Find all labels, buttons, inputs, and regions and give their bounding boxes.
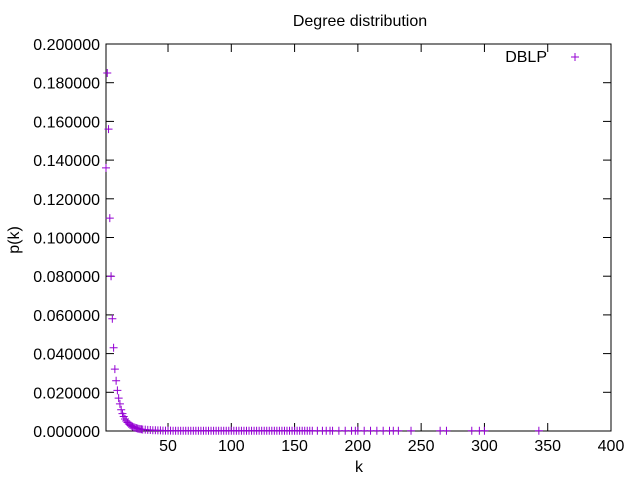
legend: DBLP <box>505 49 579 66</box>
data-point <box>103 69 112 78</box>
data-point <box>480 426 489 435</box>
plot-area-frame <box>105 43 612 432</box>
legend-plus-marker <box>571 53 579 61</box>
y-tick-label: 0.100000 <box>33 231 100 248</box>
x-tick-label: 150 <box>281 438 308 455</box>
x-axis-ticks: 50 100 150 200 250 300 350 400 <box>159 44 624 455</box>
y-tick-label: 0.140000 <box>33 153 100 170</box>
y-tick-label: 0.000000 <box>33 424 100 441</box>
chart-title: Degree distribution <box>293 13 427 30</box>
data-point <box>113 386 122 395</box>
x-tick-label: 350 <box>534 438 561 455</box>
x-tick-label: 50 <box>159 438 177 455</box>
data-point <box>104 125 113 134</box>
data-point <box>108 314 117 323</box>
y-tick-label: 0.060000 <box>33 308 100 325</box>
y-tick-label: 0.020000 <box>33 385 100 402</box>
legend-label-dblp: DBLP <box>505 49 547 66</box>
data-point <box>467 426 476 435</box>
data-point <box>442 426 451 435</box>
data-point <box>407 426 416 435</box>
x-tick-label: 200 <box>345 438 372 455</box>
data-point <box>107 272 116 281</box>
data-point <box>105 214 114 223</box>
y-axis-label: p(k) <box>6 226 23 254</box>
y-tick-label: 0.160000 <box>33 114 100 131</box>
data-point <box>109 343 118 352</box>
x-tick-label: 100 <box>218 438 245 455</box>
x-tick-label: 400 <box>598 438 625 455</box>
legend-marker-dblp <box>571 53 579 61</box>
data-point <box>117 405 126 414</box>
y-tick-label: 0.040000 <box>33 347 100 364</box>
y-tick-label: 0.200000 <box>33 37 100 54</box>
y-tick-label: 0.120000 <box>33 192 100 209</box>
data-point <box>394 426 403 435</box>
y-tick-label: 0.080000 <box>33 269 100 286</box>
data-point <box>102 163 110 172</box>
y-axis-ticks: 0.000000 0.020000 0.040000 0.060000 0.080000… <box>33 37 611 441</box>
data-point <box>114 394 123 403</box>
data-point <box>115 399 124 408</box>
y-tick-label: 0.180000 <box>33 76 100 93</box>
data-point <box>534 426 543 435</box>
data-point <box>112 376 121 385</box>
data-points-dblp <box>102 69 543 435</box>
data-point <box>110 365 119 374</box>
x-axis-label: k <box>355 459 364 476</box>
x-tick-label: 250 <box>408 438 435 455</box>
x-tick-label: 300 <box>471 438 498 455</box>
